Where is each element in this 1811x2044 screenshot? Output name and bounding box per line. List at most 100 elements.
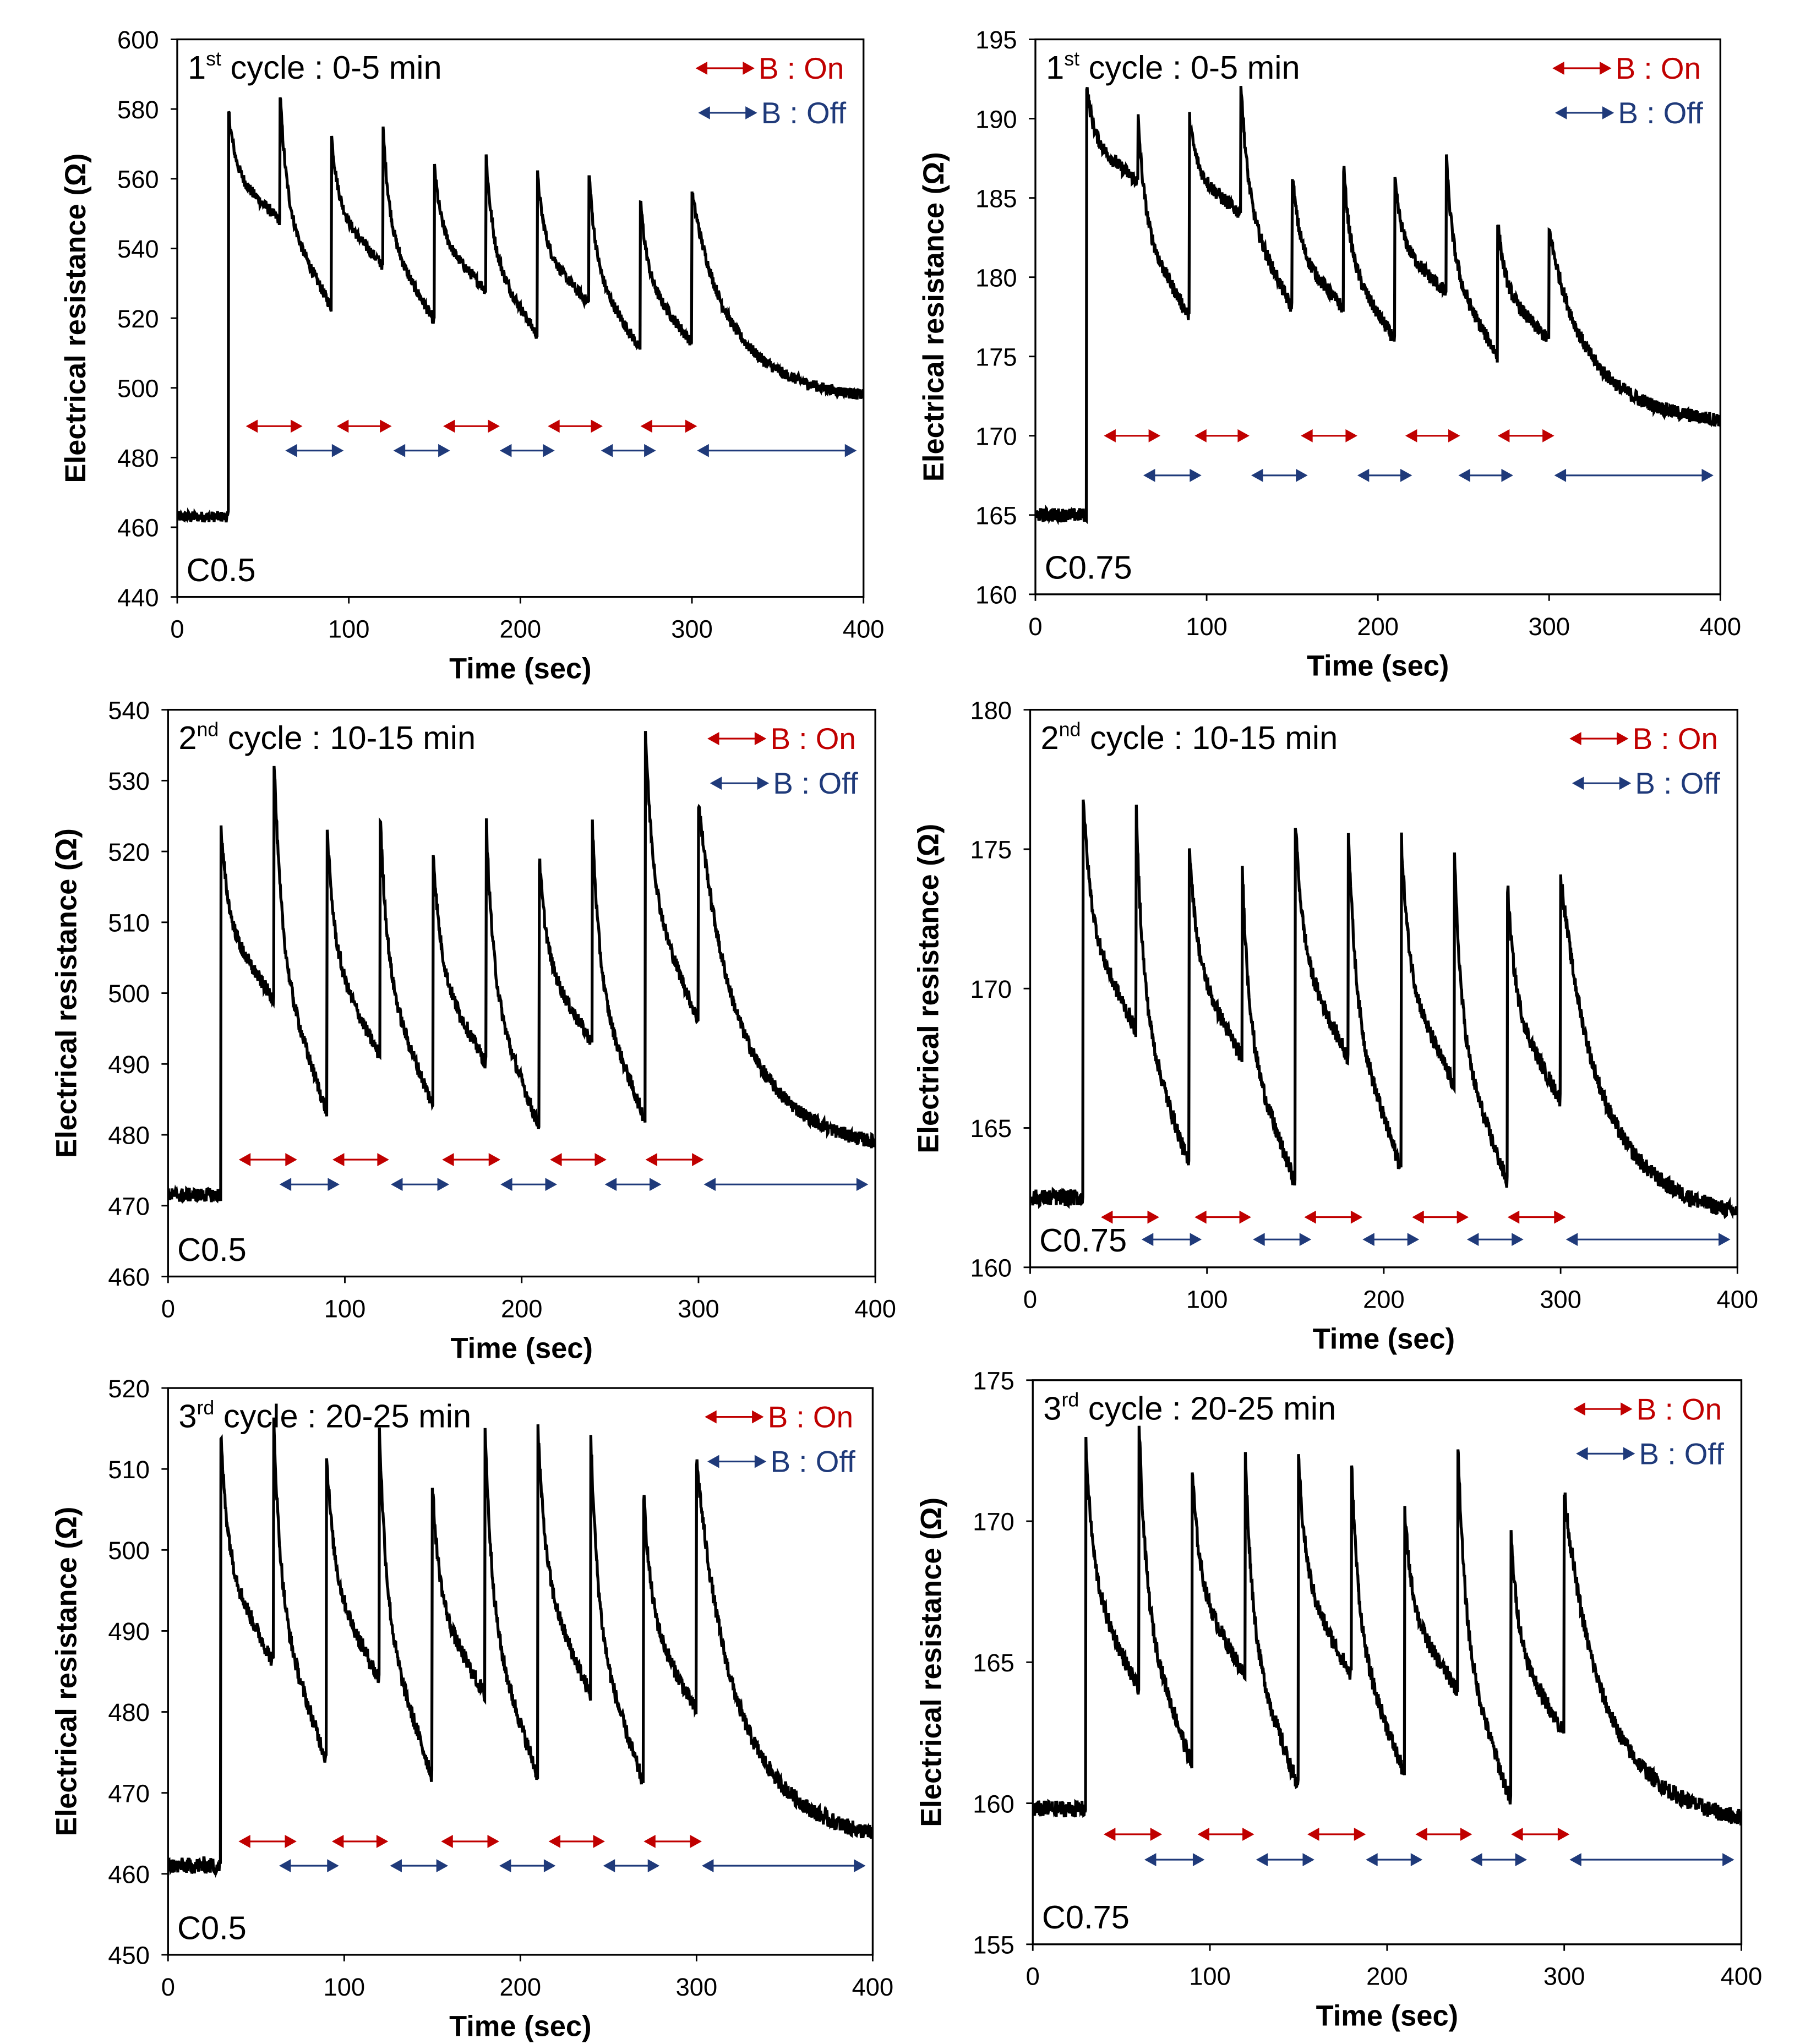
b-off-interval-arrow-head-left [1569, 1853, 1581, 1866]
y-tick-label: 460 [108, 1263, 150, 1291]
b-off-interval-arrow-head-left [603, 1859, 615, 1872]
b-on-interval-arrow-head-left [550, 1153, 562, 1166]
y-tick-label: 175 [975, 343, 1017, 371]
b-on-interval-arrow-head-left [331, 1835, 344, 1848]
legend-off-arrow-icon-head-right [757, 777, 770, 790]
b-on-interval-arrow [548, 1835, 605, 1848]
y-tick-label: 520 [108, 1375, 150, 1403]
y-tick-label: 170 [973, 1508, 1014, 1536]
y-tick-label: 165 [975, 502, 1017, 530]
b-on-interval-arrow [238, 1835, 297, 1848]
legend-off-arrow-icon-head-right [745, 106, 757, 119]
b-off-interval-arrow-head-left [1554, 468, 1567, 482]
b-on-interval-arrow [1415, 1828, 1472, 1841]
y-tick-label: 165 [973, 1649, 1014, 1677]
b-off-interval-arrow-head-left [1565, 1233, 1578, 1247]
b-on-interval-arrow-head-left [1197, 1828, 1209, 1841]
y-tick-label: 600 [117, 26, 159, 54]
y-tick-label: 180 [975, 264, 1017, 292]
b-on-interval-arrow [246, 419, 303, 433]
b-off-interval-arrow-head-left [279, 1859, 291, 1872]
b-off-interval-arrow-head-right [1190, 1233, 1202, 1247]
b-on-interval-arrow-head-left [332, 1153, 345, 1166]
resistance-trace [1030, 799, 1738, 1220]
b-on-interval-arrow [1511, 1828, 1570, 1841]
b-on-interval-arrow-head-right [1147, 1210, 1159, 1224]
b-off-interval-arrow-head-right [545, 1178, 557, 1192]
legend-off-arrow-icon-head-left [710, 777, 722, 790]
b-off-interval-arrow-head-right [438, 444, 450, 457]
sample-label: C0.5 [177, 1909, 247, 1946]
legend-on-label: B : On [1637, 1392, 1722, 1426]
b-on-interval-arrow-head-left [643, 1835, 656, 1848]
b-off-interval-arrow-head-left [279, 1178, 292, 1192]
x-tick-label: 0 [1023, 1286, 1037, 1314]
title-cycle-number: 2 [178, 719, 197, 756]
x-tick-label: 100 [324, 1294, 366, 1322]
b-off-interval-arrow [1366, 1853, 1423, 1866]
y-tick-label: 520 [117, 305, 159, 333]
legend-off-arrow-icon [1576, 1447, 1635, 1461]
b-on-interval-arrow-head-left [1103, 1828, 1116, 1841]
b-on-interval-arrow-head-left [246, 419, 258, 433]
b-off-interval-arrow-head-right [1400, 468, 1412, 482]
x-tick-label: 400 [854, 1294, 896, 1322]
legend-off-label: B : Off [1639, 1436, 1725, 1471]
legend-on-arrow-icon-head-left [1573, 1402, 1585, 1416]
x-tick-label: 100 [1186, 1286, 1228, 1314]
b-on-interval-arrow-head-right [591, 419, 603, 433]
legend-on-label: B : On [1633, 722, 1718, 756]
x-axis-title: Time (sec) [449, 653, 591, 685]
title-cycle-number: 3 [178, 1398, 197, 1435]
x-tick-label: 200 [1366, 1963, 1408, 1991]
panel-4: 0 100 200 300 400 160 165 170 175 180 Time (sec) El… [913, 696, 1759, 1355]
b-off-interval-arrow-head-left [1366, 1853, 1378, 1866]
b-on-interval-arrow [1304, 1210, 1363, 1224]
b-on-interval-arrow-head-right [488, 1153, 501, 1166]
b-off-interval-arrow-head-left [393, 444, 406, 457]
b-off-interval-arrow [1251, 468, 1308, 482]
b-on-interval-arrow-head-right [487, 1835, 499, 1848]
legend-on-arrow-icon-head-left [695, 62, 708, 75]
b-on-interval-arrow-head-right [285, 1153, 297, 1166]
b-on-interval-arrow-head-left [1100, 1210, 1113, 1224]
legend-on-arrow-icon-head-left [705, 1410, 717, 1424]
b-off-interval-arrow [603, 1859, 660, 1872]
legend-off-arrow-icon [1572, 777, 1632, 790]
b-off-interval-arrow [279, 1859, 339, 1872]
x-tick-label: 400 [1700, 613, 1742, 641]
legend-on-arrow-icon-head-right [1600, 62, 1612, 75]
legend-off-arrow-icon-head-right [1619, 777, 1632, 790]
y-tick-label: 190 [975, 105, 1017, 133]
resistance-trace [168, 731, 876, 1204]
b-off-interval-arrow [604, 1178, 662, 1192]
b-on-interval-arrow-head-left [1511, 1828, 1523, 1841]
b-off-interval-arrow [393, 444, 450, 457]
b-off-interval-arrow-head-right [327, 1859, 339, 1872]
b-off-interval-arrow-head-right [856, 1178, 869, 1192]
b-off-interval-arrow-head-right [650, 1178, 662, 1192]
b-on-interval-arrow-head-right [488, 419, 500, 433]
b-on-interval-arrow-head-right [1150, 1828, 1163, 1841]
resistance-trace [168, 1417, 873, 1878]
b-on-interval-arrow-head-right [377, 1153, 389, 1166]
b-on-interval-arrow [1307, 1828, 1366, 1841]
y-tick-label: 470 [108, 1192, 150, 1220]
legend-off-arrow-icon-head-right [1623, 1447, 1635, 1461]
x-tick-label: 400 [1721, 1963, 1763, 1991]
b-off-interval-arrow [1565, 1233, 1731, 1247]
panel-title: 2nd cycle : 10-15 min [178, 718, 476, 756]
b-off-interval-arrow-head-right [1192, 1853, 1205, 1866]
b-off-interval-arrow-head-left [499, 1859, 511, 1872]
legend-on-arrow-icon [695, 62, 755, 75]
x-axis-title: Time (sec) [1316, 2001, 1458, 2032]
b-off-interval-arrow-head-left [1458, 468, 1470, 482]
b-on-interval-arrow [1301, 429, 1357, 442]
legend-on-label: B : On [768, 1400, 853, 1434]
b-off-interval-arrow-head-right [1512, 1233, 1524, 1247]
y-tick-label: 440 [117, 583, 159, 611]
y-tick-label: 175 [970, 836, 1012, 864]
b-off-interval-arrow [499, 444, 555, 457]
title-text: cycle : 0-5 min [221, 49, 442, 86]
